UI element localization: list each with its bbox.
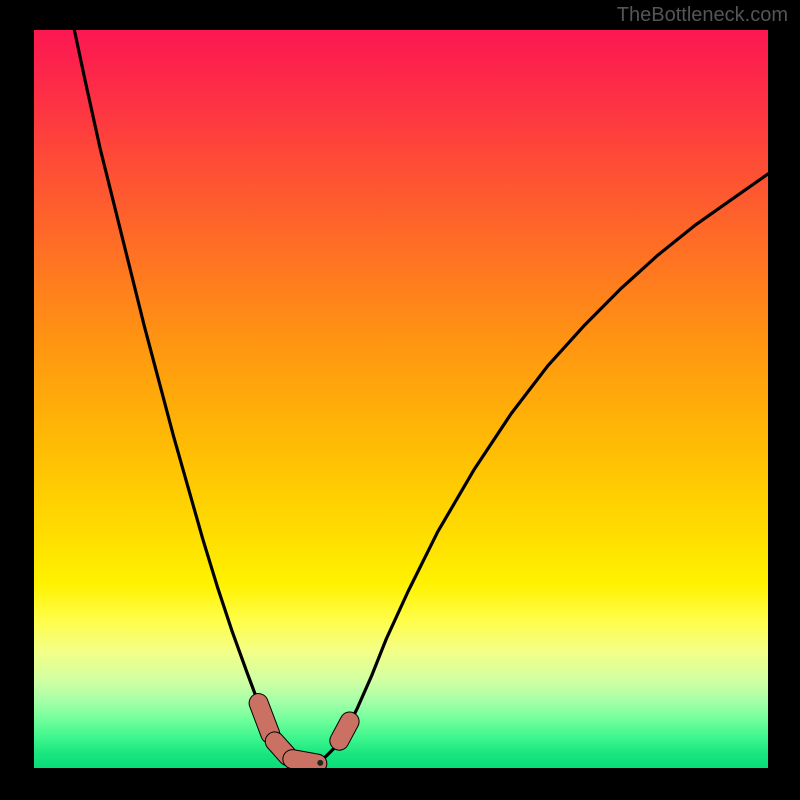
bottleneck-curve-chart: [34, 30, 768, 768]
marker-pill: [292, 759, 317, 763]
chart-background: [34, 30, 768, 768]
plot-area: [34, 30, 768, 768]
marker-pill: [259, 703, 271, 734]
marker-pill: [339, 722, 349, 741]
chart-container: TheBottleneck.com: [0, 0, 800, 800]
watermark-text: TheBottleneck.com: [617, 4, 788, 27]
optimum-dot-marker: [317, 760, 323, 766]
